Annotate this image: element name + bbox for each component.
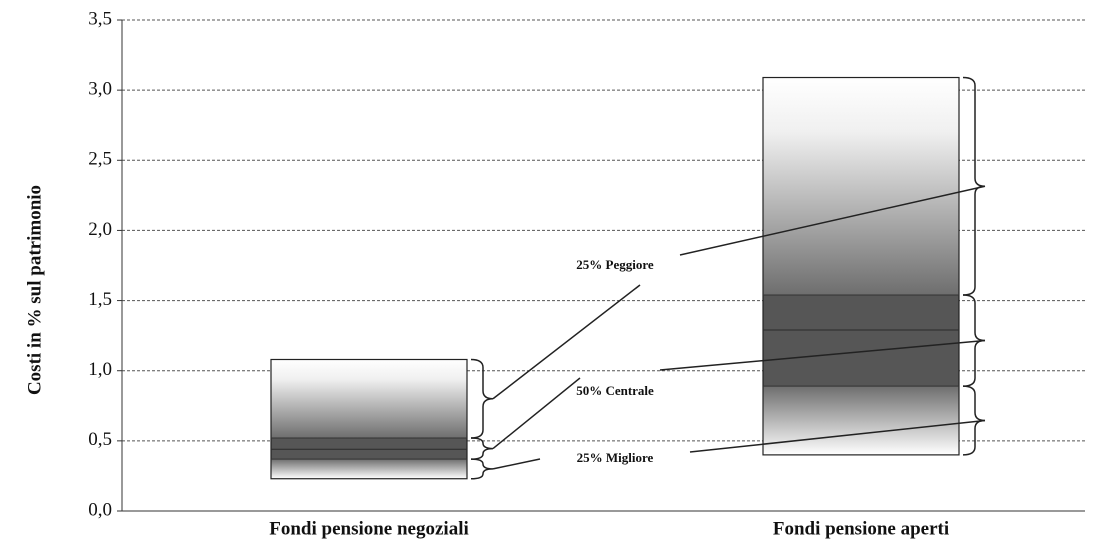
box-middle [763, 294, 959, 387]
y-tick-label: 1,5 [88, 289, 112, 310]
y-tick-label: 1,0 [88, 359, 112, 380]
leader-line [492, 458, 541, 470]
y-axis-label: Costi in % sul patrimonio [24, 185, 45, 395]
box-upper [271, 359, 467, 439]
leader-line [679, 185, 986, 256]
y-tick-label: 0,5 [88, 429, 112, 450]
y-tick-label: 3,5 [88, 8, 112, 29]
annotation: 25% Migliore [577, 450, 654, 465]
box-lower [763, 386, 959, 455]
box-middle [271, 438, 467, 460]
brace [470, 358, 494, 439]
box-upper [763, 77, 959, 295]
box-outline [270, 358, 468, 480]
x-tick-label: Fondi pensione aperti [773, 518, 949, 539]
leader-line [492, 377, 581, 450]
box-lower [271, 459, 467, 479]
leader-line [492, 284, 641, 400]
leader-line [689, 419, 986, 453]
x-tick-label: Fondi pensione negoziali [269, 518, 469, 539]
brace [470, 458, 494, 480]
brace [470, 437, 494, 460]
y-tick-label: 2,5 [88, 149, 112, 170]
leader-line [659, 339, 986, 371]
annotation: 50% Centrale [576, 383, 654, 398]
y-tick-label: 2,0 [88, 219, 112, 240]
box-outline [762, 76, 960, 456]
y-tick-label: 3,0 [88, 79, 112, 100]
annotation: 25% Peggiore [576, 257, 654, 272]
y-tick-label: 0,0 [88, 499, 112, 520]
